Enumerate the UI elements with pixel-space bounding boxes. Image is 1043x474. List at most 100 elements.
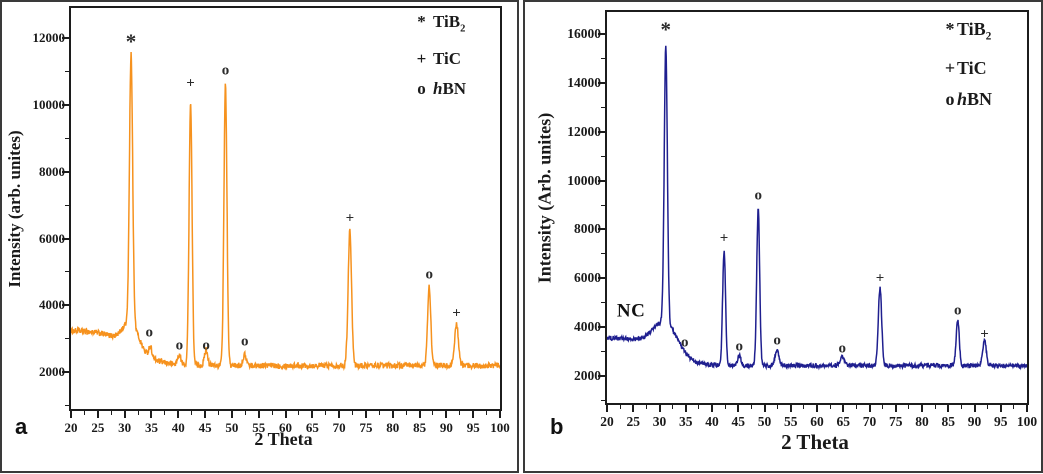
x-tick-label: 25 bbox=[91, 420, 105, 435]
x-major-tick bbox=[257, 411, 260, 418]
x-major-tick bbox=[973, 405, 976, 412]
x-minor-tick bbox=[960, 405, 962, 409]
hbn-marker: o bbox=[945, 88, 955, 109]
x-minor-tick bbox=[803, 405, 805, 409]
x-tick-label: 100 bbox=[490, 420, 510, 435]
x-tick-label: 100 bbox=[1016, 414, 1038, 429]
legend-formula: TiC bbox=[433, 49, 462, 69]
y-minor-tick bbox=[601, 204, 605, 206]
peak-annotation-o: o bbox=[773, 332, 781, 349]
y-minor-tick bbox=[65, 137, 69, 139]
x-major-tick bbox=[96, 411, 99, 418]
peak-annotation-o: o bbox=[953, 302, 962, 319]
diffraction-pattern-line bbox=[71, 51, 500, 372]
y-tick-label: 10000 bbox=[32, 96, 66, 112]
tib2-marker: * bbox=[417, 12, 426, 31]
x-axis-label-b: 2 Theta bbox=[781, 430, 849, 454]
x-tick-label: 60 bbox=[279, 420, 292, 435]
x-minor-tick bbox=[191, 411, 193, 415]
x-minor-tick bbox=[724, 405, 726, 409]
x-major-tick bbox=[472, 411, 475, 418]
y-major-tick bbox=[598, 228, 605, 231]
tic-marker: + bbox=[416, 49, 427, 69]
x-tick-label: 50 bbox=[757, 414, 772, 429]
y-tick-label: 6000 bbox=[574, 270, 601, 286]
x-tick-label: 90 bbox=[439, 420, 453, 435]
x-minor-tick bbox=[271, 411, 273, 415]
y-major-tick bbox=[598, 277, 605, 280]
x-tick-label: 30 bbox=[118, 420, 132, 435]
x-major-tick bbox=[418, 411, 421, 418]
peak-annotation-o: o bbox=[240, 333, 249, 350]
tic-marker: + bbox=[944, 57, 956, 78]
legend-item: * TiB2 bbox=[944, 14, 992, 53]
y-minor-tick bbox=[601, 351, 605, 353]
legend-b: * TiB2 + TiC o hBN bbox=[944, 14, 992, 115]
y-major-tick bbox=[62, 371, 69, 374]
y-major-tick bbox=[598, 326, 605, 329]
x-major-tick bbox=[632, 405, 635, 412]
panel-letter-b: b bbox=[550, 414, 564, 439]
x-tick-label: 50 bbox=[225, 420, 239, 435]
x-tick-label: 65 bbox=[305, 420, 319, 435]
x-minor-tick bbox=[217, 411, 219, 415]
x-minor-tick bbox=[325, 411, 327, 415]
x-major-tick bbox=[391, 411, 394, 418]
y-major-tick bbox=[62, 170, 69, 173]
legend-item: + TiC bbox=[944, 53, 992, 84]
y-major-tick bbox=[598, 81, 605, 84]
peak-annotation-plus: + bbox=[980, 326, 989, 343]
legend-item: + TiC bbox=[415, 44, 466, 74]
x-major-tick bbox=[204, 411, 207, 418]
legend-formula: hBN bbox=[957, 88, 993, 109]
x-tick-label: 30 bbox=[652, 414, 667, 429]
x-tick-label: 75 bbox=[359, 420, 373, 435]
x-minor-tick bbox=[137, 411, 139, 415]
x-major-tick bbox=[70, 411, 72, 418]
x-tick-label: 80 bbox=[386, 420, 400, 435]
x-tick-label: 95 bbox=[994, 414, 1008, 429]
y-minor-tick bbox=[601, 400, 605, 402]
x-major-tick bbox=[684, 405, 687, 412]
y-minor-tick bbox=[65, 338, 69, 340]
x-major-tick bbox=[499, 411, 501, 418]
x-tick-label: 45 bbox=[198, 420, 212, 435]
peak-annotation-o: o bbox=[175, 337, 184, 354]
peak-annotation-star: * bbox=[125, 29, 137, 54]
y-tick-label: 16000 bbox=[567, 25, 601, 41]
x-minor-tick bbox=[777, 405, 779, 409]
diffraction-pattern-line bbox=[607, 45, 1027, 371]
y-tick-label: 14000 bbox=[567, 74, 601, 90]
y-tick-label: 2000 bbox=[574, 368, 601, 384]
y-tick-label: 12000 bbox=[567, 123, 601, 139]
y-minor-tick bbox=[601, 155, 605, 157]
x-major-tick bbox=[284, 411, 287, 418]
x-minor-tick bbox=[882, 405, 884, 409]
y-major-tick bbox=[598, 32, 605, 35]
x-tick-label: 55 bbox=[252, 420, 266, 435]
x-minor-tick bbox=[619, 405, 621, 409]
legend-formula: TiB2 bbox=[957, 19, 992, 43]
x-tick-label: 75 bbox=[889, 414, 903, 429]
y-minor-tick bbox=[601, 253, 605, 255]
y-major-tick bbox=[598, 179, 605, 182]
plot-area-b: NC * + o o o o o + o + bbox=[605, 10, 1029, 405]
y-minor-tick bbox=[65, 70, 69, 72]
x-minor-tick bbox=[672, 405, 674, 409]
x-tick-label: 35 bbox=[144, 420, 158, 435]
x-minor-tick bbox=[405, 411, 407, 415]
legend-item: o hBN bbox=[415, 74, 466, 104]
peak-annotation-o: o bbox=[425, 266, 433, 283]
x-minor-tick bbox=[645, 405, 647, 409]
plot-area-a: * + o o o o o + o + bbox=[69, 6, 502, 411]
x-major-tick bbox=[311, 411, 314, 418]
peak-annotation-o: o bbox=[202, 337, 210, 354]
peak-annotation-plus: + bbox=[719, 230, 729, 247]
x-minor-tick bbox=[698, 405, 700, 409]
x-minor-tick bbox=[934, 405, 936, 409]
y-minor-tick bbox=[65, 271, 69, 273]
x-tick-label: 85 bbox=[413, 420, 427, 435]
x-minor-tick bbox=[750, 405, 752, 409]
y-tick-label: 10000 bbox=[567, 172, 601, 188]
x-minor-tick bbox=[164, 411, 166, 415]
